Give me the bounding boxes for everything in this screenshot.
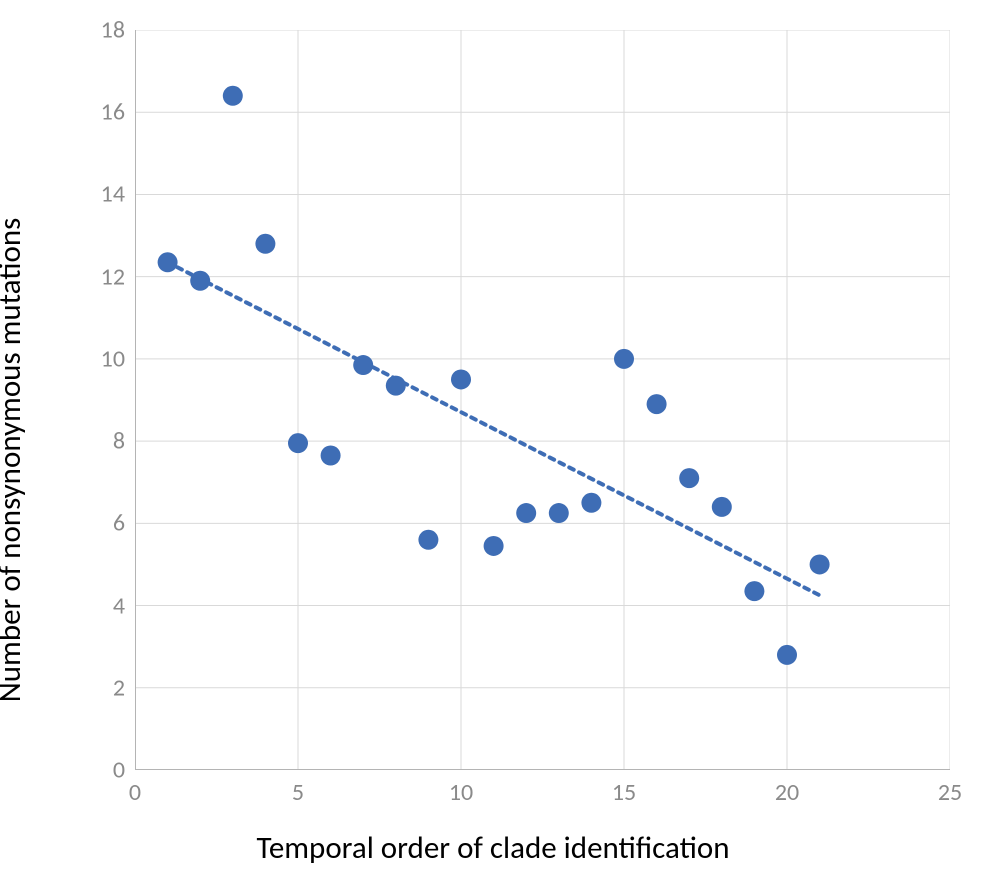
y-tick-label: 14 xyxy=(101,180,125,209)
y-tick-label: 18 xyxy=(101,16,125,45)
y-tick-label: 12 xyxy=(101,262,125,291)
y-axis-label: Number of nonsynonymous mutations xyxy=(0,218,29,702)
scatter-chart: Number of nonsynonymous mutations 024681… xyxy=(20,20,966,862)
chart-svg xyxy=(135,30,950,770)
y-tick-label: 0 xyxy=(113,756,125,785)
y-tick-label: 10 xyxy=(101,344,125,373)
x-tick-label: 20 xyxy=(775,778,799,807)
y-tick-label: 4 xyxy=(113,591,125,620)
y-tick-label: 16 xyxy=(101,98,125,127)
y-tick-label: 2 xyxy=(113,673,125,702)
plot-area: 0246810121416180510152025 xyxy=(135,30,950,770)
x-tick-label: 25 xyxy=(938,778,962,807)
x-axis-label: Temporal order of clade identification xyxy=(256,829,729,867)
y-tick-label: 8 xyxy=(113,427,125,456)
x-tick-label: 5 xyxy=(292,778,304,807)
y-tick-label: 6 xyxy=(113,509,125,538)
x-tick-label: 0 xyxy=(129,778,141,807)
x-tick-label: 15 xyxy=(612,778,636,807)
x-tick-label: 10 xyxy=(449,778,473,807)
